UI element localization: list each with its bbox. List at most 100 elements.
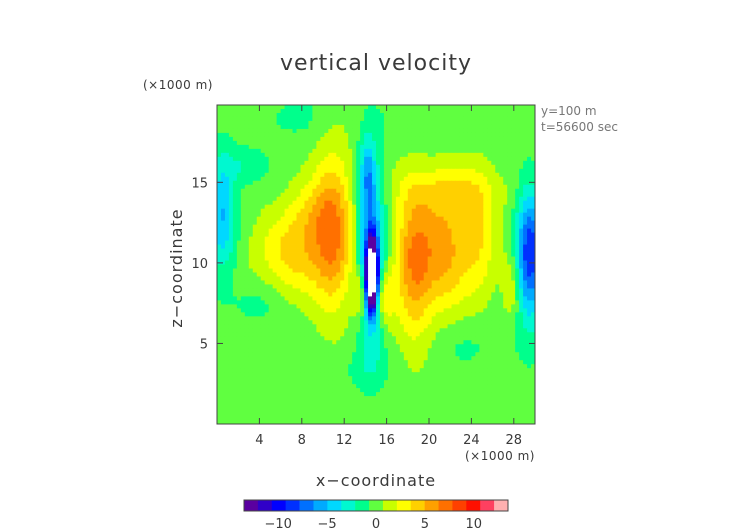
heatmap-cell: [232, 256, 238, 261]
heatmap-cell: [475, 264, 480, 269]
heatmap-cell: [423, 260, 429, 265]
heatmap-cell: [427, 268, 433, 273]
heatmap-cell: [284, 296, 289, 301]
heatmap-cell: [483, 204, 488, 210]
heatmap-cell: [376, 316, 381, 321]
heatmap-cell: [324, 172, 329, 178]
heatmap-cell: [268, 256, 274, 261]
heatmap-cell: [379, 105, 385, 110]
heatmap-cell: [443, 105, 448, 110]
heatmap-cell: [499, 344, 504, 349]
heatmap-cell: [276, 140, 282, 146]
heatmap-cell: [531, 220, 535, 226]
heatmap-cell: [336, 260, 341, 265]
heatmap-cell: [443, 284, 448, 289]
heatmap-cell: [439, 128, 444, 134]
heatmap-cell: [511, 268, 516, 273]
heatmap-cell: [467, 236, 472, 241]
heatmap-cell: [511, 344, 516, 349]
heatmap-cell: [523, 180, 528, 186]
heatmap-cell: [395, 296, 401, 301]
heatmap-cell: [364, 244, 369, 249]
heatmap-cell: [244, 232, 250, 237]
heatmap-cell: [427, 296, 433, 301]
heatmap-cell: [268, 116, 274, 122]
heatmap-cell: [491, 264, 496, 269]
heatmap-cell: [403, 136, 409, 142]
heatmap-cell: [292, 184, 297, 190]
heatmap-cell: [523, 316, 528, 321]
heatmap-cell: [252, 168, 258, 174]
heatmap-cell: [248, 192, 254, 198]
heatmap-cell: [332, 224, 337, 230]
heatmap-cell: [232, 252, 238, 257]
heatmap-cell: [217, 160, 222, 166]
heatmap-cell: [240, 192, 246, 198]
heatmap-cell: [344, 176, 349, 182]
heatmap-cell: [387, 280, 393, 285]
heatmap-cell: [340, 196, 345, 202]
heatmap-cell: [459, 105, 464, 110]
heatmap-cell: [356, 200, 361, 206]
heatmap-cell: [280, 236, 285, 241]
heatmap-cell: [340, 200, 345, 206]
heatmap-cell: [399, 300, 405, 305]
heatmap-cell: [336, 324, 341, 329]
heatmap-cell: [435, 332, 441, 337]
heatmap-cell: [423, 276, 429, 281]
heatmap-cell: [236, 144, 242, 150]
heatmap-cell: [228, 176, 234, 182]
heatmap-cell: [411, 236, 417, 241]
heatmap-cell: [443, 244, 448, 249]
heatmap-cell: [471, 348, 476, 353]
heatmap-cell: [427, 304, 433, 309]
heatmap-cell: [471, 108, 476, 114]
heatmap-cell: [280, 288, 285, 293]
heatmap-cell: [352, 120, 357, 126]
heatmap-cell: [256, 200, 262, 206]
heatmap-cell: [217, 340, 222, 345]
heatmap-cell: [360, 220, 365, 226]
heatmap-cell: [519, 252, 524, 257]
heatmap-cell: [272, 236, 278, 241]
heatmap-cell: [395, 332, 401, 337]
heatmap-cell: [507, 232, 512, 237]
heatmap-cell: [240, 188, 246, 194]
heatmap-cell: [252, 124, 258, 130]
heatmap-cell: [463, 288, 468, 293]
heatmap-cell: [483, 116, 488, 122]
heatmap-cell: [260, 340, 266, 345]
heatmap-cell: [515, 244, 520, 249]
heatmap-cell: [411, 308, 417, 313]
heatmap-cell: [407, 128, 413, 134]
heatmap-cell: [256, 276, 262, 281]
heatmap-cell: [479, 176, 484, 182]
heatmap-cell: [332, 256, 337, 261]
heatmap-cell: [220, 284, 226, 289]
heatmap-cell: [527, 196, 532, 202]
heatmap-cell: [256, 128, 262, 134]
heatmap-cell: [348, 216, 353, 222]
heatmap-cell: [471, 292, 476, 297]
heatmap-cell: [407, 216, 413, 222]
heatmap-cell: [217, 168, 222, 174]
heatmap-cell: [527, 244, 532, 249]
heatmap-cell: [495, 256, 500, 261]
heatmap-cell: [515, 256, 520, 261]
heatmap-cell: [451, 296, 456, 301]
heatmap-cell: [348, 284, 353, 289]
heatmap-cell: [531, 240, 535, 245]
heatmap-cell: [447, 116, 452, 122]
heatmap-cell: [288, 312, 293, 317]
heatmap-cell: [312, 192, 317, 198]
heatmap-cell: [427, 160, 433, 166]
heatmap-cell: [523, 276, 528, 281]
heatmap-cell: [395, 312, 401, 317]
heatmap-cell: [391, 224, 397, 230]
heatmap-cell: [503, 156, 508, 162]
heatmap-cell: [515, 348, 520, 353]
heatmap-cell: [340, 336, 345, 341]
heatmap-cell: [439, 272, 444, 277]
heatmap-cell: [403, 188, 409, 194]
heatmap-cell: [312, 340, 317, 345]
